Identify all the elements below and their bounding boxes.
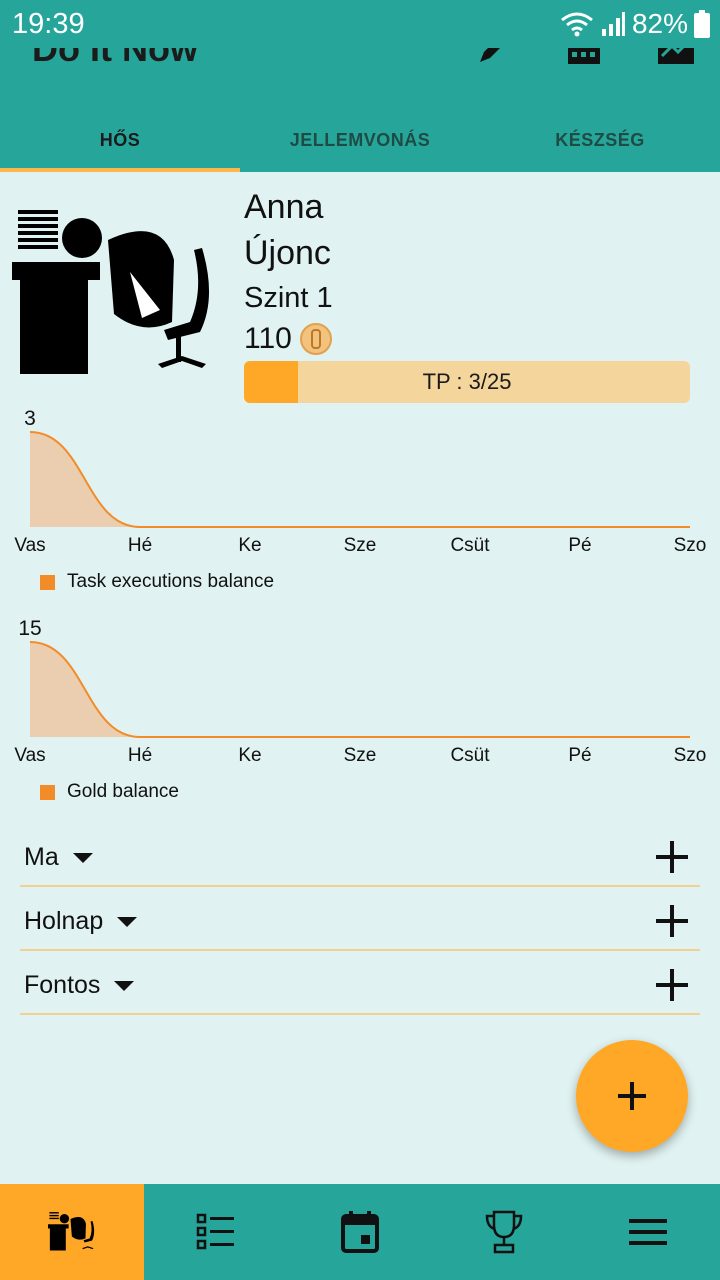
chart-legend-gold: Gold balance	[40, 781, 179, 803]
section-title: Fontos	[24, 971, 101, 999]
section-toggle-tomorrow[interactable]: Holnap	[24, 907, 138, 936]
tab-bar: HŐS JELLEMVONÁS KÉSZSÉG	[0, 108, 720, 172]
caret-down-icon	[114, 980, 135, 991]
y-max-label: 15	[18, 617, 41, 640]
calendar-grid-icon[interactable]	[566, 48, 602, 66]
section-today[interactable]: Ma	[20, 833, 700, 887]
hero-level: Szint 1	[244, 282, 333, 314]
status-time: 19:39	[12, 8, 85, 40]
x-tick-label: Hé	[128, 745, 152, 766]
status-icons: 82%	[560, 8, 710, 40]
legend-swatch	[40, 784, 55, 800]
trophy-icon	[485, 1210, 523, 1254]
chart-svg: 15 Vas Hé Ke Sze Csüt Pé Szo	[14, 617, 707, 766]
gold-balance-chart: 15 Vas Hé Ke Sze Csüt Pé Szo	[0, 610, 720, 770]
bottom-navigation	[0, 1184, 720, 1280]
chart-legend-task-executions: Task executions balance	[40, 571, 274, 593]
caret-down-icon	[117, 916, 138, 927]
signal-icon	[601, 12, 625, 36]
x-tick-label: Vas	[14, 745, 45, 766]
section-important[interactable]: Fontos	[20, 961, 700, 1015]
gold-amount: 110	[244, 322, 292, 355]
x-tick-label: Szo	[674, 745, 707, 766]
nav-menu[interactable]	[576, 1184, 720, 1280]
hero-rank: Újonc	[244, 234, 331, 272]
caret-down-icon	[72, 852, 93, 863]
wifi-icon	[561, 12, 593, 37]
tp-progress-fill	[244, 361, 298, 403]
calendar-icon	[341, 1211, 379, 1253]
legend-label: Gold balance	[67, 781, 179, 802]
section-title: Ma	[24, 843, 59, 871]
y-max-label: 3	[24, 407, 36, 430]
section-toggle-important[interactable]: Fontos	[24, 971, 135, 1000]
x-tick-label: Ke	[238, 535, 261, 556]
x-tick-label: Sze	[344, 535, 377, 556]
battery-icon	[694, 10, 710, 38]
tp-progress-bar: TP : 3/25	[244, 361, 690, 403]
tp-label: TP : 3/25	[422, 369, 512, 394]
section-toggle-today[interactable]: Ma	[24, 843, 93, 872]
legend-label: Task executions balance	[67, 571, 275, 592]
legend-swatch	[40, 574, 55, 590]
x-tick-label: Ke	[238, 745, 261, 766]
x-tick-label: Csüt	[450, 745, 490, 766]
battery-percent: 82%	[631, 8, 688, 39]
add-task-today-button[interactable]	[656, 841, 688, 873]
x-tick-label: Pé	[568, 535, 591, 556]
series-line	[29, 431, 690, 528]
gold-coin-icon	[299, 323, 332, 355]
x-tick-label: Sze	[344, 745, 377, 766]
series-line	[29, 641, 690, 738]
app-bar: Do It Now	[0, 48, 720, 108]
x-tick-label: Hé	[128, 535, 152, 556]
status-bar: 19:39 82%	[0, 0, 720, 48]
x-tick-label: Csüt	[450, 535, 490, 556]
series-area	[30, 642, 690, 737]
series-area	[30, 432, 690, 527]
edit-icon[interactable]	[476, 48, 512, 66]
chart-icon[interactable]	[656, 48, 696, 66]
task-executions-chart: 3 Vas Hé Ke Sze Csüt Pé Szo	[0, 400, 720, 560]
x-tick-label: Szo	[674, 535, 707, 556]
tab-traits[interactable]: JELLEMVONÁS	[289, 129, 431, 150]
hero-avatar-icon	[12, 210, 210, 374]
add-button[interactable]	[576, 1040, 688, 1152]
hero-gold: 110	[244, 322, 332, 356]
chart-svg: 3 Vas Hé Ke Sze Csüt Pé Szo	[14, 407, 707, 556]
nav-calendar[interactable]	[288, 1184, 432, 1280]
section-title: Holnap	[24, 907, 104, 935]
x-tick-label: Pé	[568, 745, 591, 766]
nav-hero[interactable]	[0, 1184, 144, 1280]
x-tick-label: Vas	[14, 535, 45, 556]
add-task-important-button[interactable]	[656, 969, 688, 1001]
app-title: Do It Now	[32, 48, 198, 69]
tab-hero[interactable]: HŐS	[0, 108, 240, 172]
hero-icon	[48, 1212, 95, 1251]
hero-name: Anna	[244, 188, 324, 226]
task-list-icon	[196, 1213, 234, 1250]
section-tomorrow[interactable]: Holnap	[20, 897, 700, 951]
add-task-tomorrow-button[interactable]	[656, 905, 688, 937]
app-bar-actions	[476, 48, 696, 66]
tab-skills[interactable]: KÉSZSÉG	[555, 129, 645, 150]
nav-achievements[interactable]	[432, 1184, 576, 1280]
nav-tasks[interactable]	[144, 1184, 288, 1280]
menu-icon	[629, 1219, 667, 1245]
